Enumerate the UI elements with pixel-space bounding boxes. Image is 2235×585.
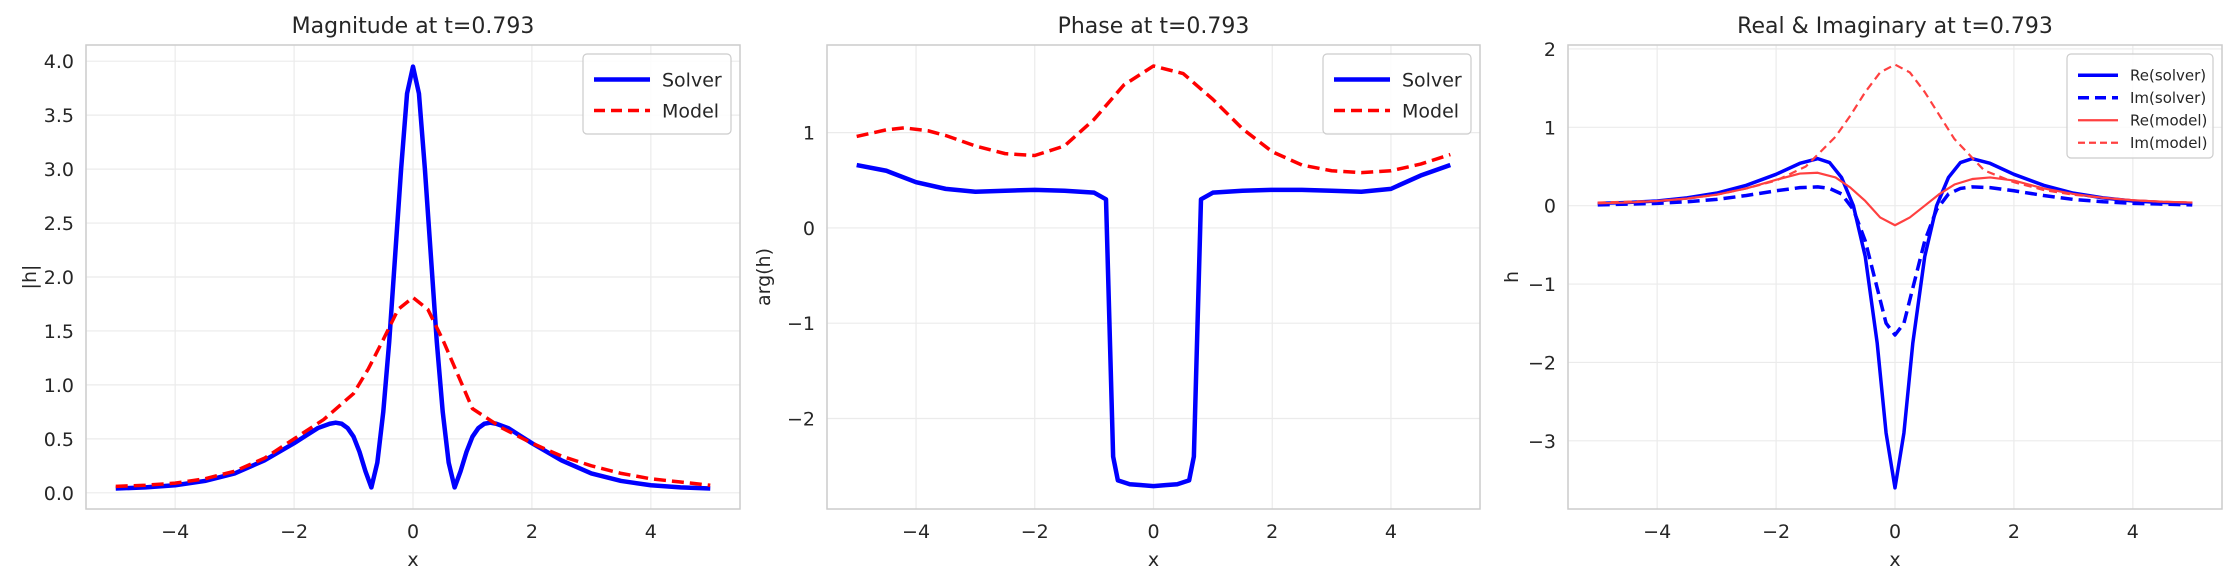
legend-label: Im(solver) bbox=[2130, 89, 2206, 107]
y-tick-label: −1 bbox=[1528, 274, 1556, 296]
chart-title: Magnitude at t=0.793 bbox=[292, 14, 535, 39]
y-axis-label: |h| bbox=[19, 265, 41, 290]
y-tick-label: 3.5 bbox=[44, 105, 74, 127]
chart-panel-1: −4 −2 0 2 4 0.0 0.5 1.0 1.5 2.0 2.5 3.0 3.5 4.0 Magnit… bbox=[19, 14, 741, 571]
x-tick-label: 4 bbox=[1385, 521, 1397, 543]
y-tick-label: 2.5 bbox=[44, 213, 74, 235]
x-tick-label: −2 bbox=[1021, 521, 1049, 543]
y-tick-label: 0.0 bbox=[44, 483, 74, 505]
x-tick-label: −4 bbox=[1643, 521, 1671, 543]
legend-label: Re(model) bbox=[2130, 112, 2207, 130]
series-line-im-model bbox=[1597, 63, 2193, 204]
y-tick-label: 2.0 bbox=[44, 267, 74, 289]
legend-label: Model bbox=[662, 100, 719, 122]
y-tick-label: 0 bbox=[803, 218, 815, 240]
legend-box bbox=[2066, 53, 2214, 159]
x-tick-label: −2 bbox=[1762, 521, 1790, 543]
plot-frame bbox=[826, 44, 1481, 510]
y-tick-label: −2 bbox=[787, 408, 815, 430]
legend-label: Im(model) bbox=[2130, 134, 2207, 152]
x-tick-label: −4 bbox=[902, 521, 930, 543]
legend-label: Model bbox=[1402, 100, 1459, 122]
series-line-re-solver bbox=[1597, 156, 2193, 490]
y-axis-label: arg(h) bbox=[753, 248, 775, 306]
x-tick-label: −2 bbox=[280, 521, 308, 543]
legend: Re(solver) Im(solver) Re(model) Im(model) bbox=[2066, 53, 2214, 159]
x-tick-label: 2 bbox=[1266, 521, 1278, 543]
plot-frame bbox=[1567, 44, 2223, 510]
y-tick-label: 2 bbox=[1544, 39, 1556, 61]
y-tick-label: 1 bbox=[1544, 117, 1556, 139]
y-tick-label: 1 bbox=[803, 123, 815, 145]
x-axis-label: x bbox=[1889, 549, 1900, 571]
y-tick-label: 0.5 bbox=[44, 429, 74, 451]
y-tick-label: −2 bbox=[1528, 352, 1556, 374]
legend: Solver Model bbox=[582, 53, 732, 135]
y-tick-label: 1.5 bbox=[44, 321, 74, 343]
x-tick-label: 2 bbox=[526, 521, 538, 543]
chart-panel-3: −4 −2 0 2 4 −3 −2 −1 0 1 2 Real & Imaginary at t=0.… bbox=[1501, 14, 2223, 571]
x-tick-label: 4 bbox=[2127, 521, 2139, 543]
y-tick-label: 1.0 bbox=[44, 375, 74, 397]
chart-panel-2: −4 −2 0 2 4 −2 −1 0 1 Phase at t=0.793 x arg(h) Solv… bbox=[753, 14, 1481, 571]
x-tick-label: −4 bbox=[161, 521, 189, 543]
chart-title: Real & Imaginary at t=0.793 bbox=[1737, 14, 2053, 39]
y-tick-label: 4.0 bbox=[44, 51, 74, 73]
x-tick-label: 0 bbox=[407, 521, 419, 543]
y-tick-label: 3.0 bbox=[44, 159, 74, 181]
legend-label: Solver bbox=[662, 69, 722, 91]
y-tick-label: 0 bbox=[1544, 196, 1556, 218]
y-tick-label: −1 bbox=[787, 313, 815, 335]
x-tick-label: 0 bbox=[1147, 521, 1159, 543]
legend-box bbox=[1322, 53, 1472, 135]
chart-title: Phase at t=0.793 bbox=[1058, 14, 1250, 39]
legend-label: Re(solver) bbox=[2130, 67, 2206, 85]
legend-label: Solver bbox=[1402, 69, 1462, 91]
x-tick-label: 0 bbox=[1889, 521, 1901, 543]
x-axis-label: x bbox=[1148, 549, 1159, 571]
series-line-model bbox=[856, 64, 1451, 175]
y-tick-label: −3 bbox=[1528, 431, 1556, 453]
series-line-im-solver bbox=[1597, 185, 2193, 337]
series-line-solver bbox=[115, 64, 711, 491]
series-line-solver bbox=[856, 162, 1452, 489]
plot-frame bbox=[85, 44, 741, 510]
legend: Solver Model bbox=[1322, 53, 1472, 135]
x-axis-label: x bbox=[407, 549, 418, 571]
y-axis-label: h bbox=[1501, 271, 1523, 283]
series-line-model bbox=[115, 295, 711, 489]
x-tick-label: 4 bbox=[645, 521, 657, 543]
x-tick-label: 2 bbox=[2008, 521, 2020, 543]
legend-box bbox=[582, 53, 732, 135]
